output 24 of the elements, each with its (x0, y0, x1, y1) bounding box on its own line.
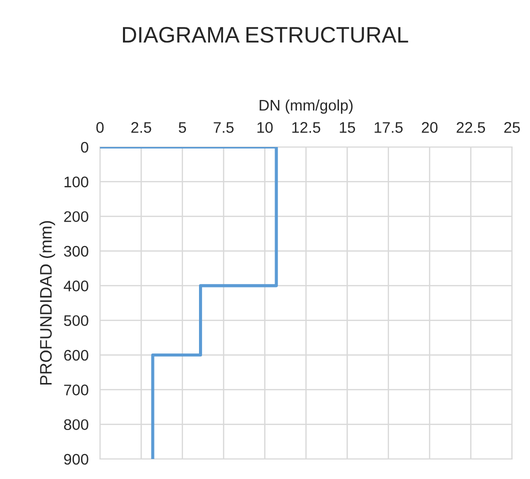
x-tick-label: 12.5 (292, 122, 320, 133)
x-tick-label: 15 (340, 122, 356, 133)
y-tick-label: 600 (64, 350, 88, 361)
y-tick-label: 500 (64, 315, 88, 326)
x-tick-label: 0 (96, 122, 104, 133)
x-tick-label: 2.5 (131, 122, 152, 133)
x-tick-label: 10 (257, 122, 273, 133)
x-tick-label: 7.5 (214, 122, 234, 133)
x-tick-label: 22.5 (456, 122, 486, 133)
y-tick-label: 300 (64, 246, 88, 257)
y-tick-label: 200 (64, 211, 88, 222)
y-tick-label: 400 (64, 280, 88, 292)
chart-title: DIAGRAMA ESTRUCTURAL (122, 26, 408, 43)
y-tick-label: 900 (64, 454, 88, 465)
y-tick-label: 700 (64, 384, 88, 396)
x-tick-label: 17.5 (374, 122, 403, 133)
x-tick-label: 20 (422, 122, 438, 133)
y-axis-title: PROFUNDIDAD (mm) (40, 221, 56, 384)
x-tick-label: 25 (504, 122, 520, 133)
y-tick-label: 100 (64, 176, 88, 188)
x-tick-label: 5 (178, 122, 186, 133)
x-axis-title: DN (mm/golp) (260, 99, 353, 114)
y-tick-label: 0 (80, 142, 88, 153)
y-tick-label: 800 (64, 419, 88, 430)
